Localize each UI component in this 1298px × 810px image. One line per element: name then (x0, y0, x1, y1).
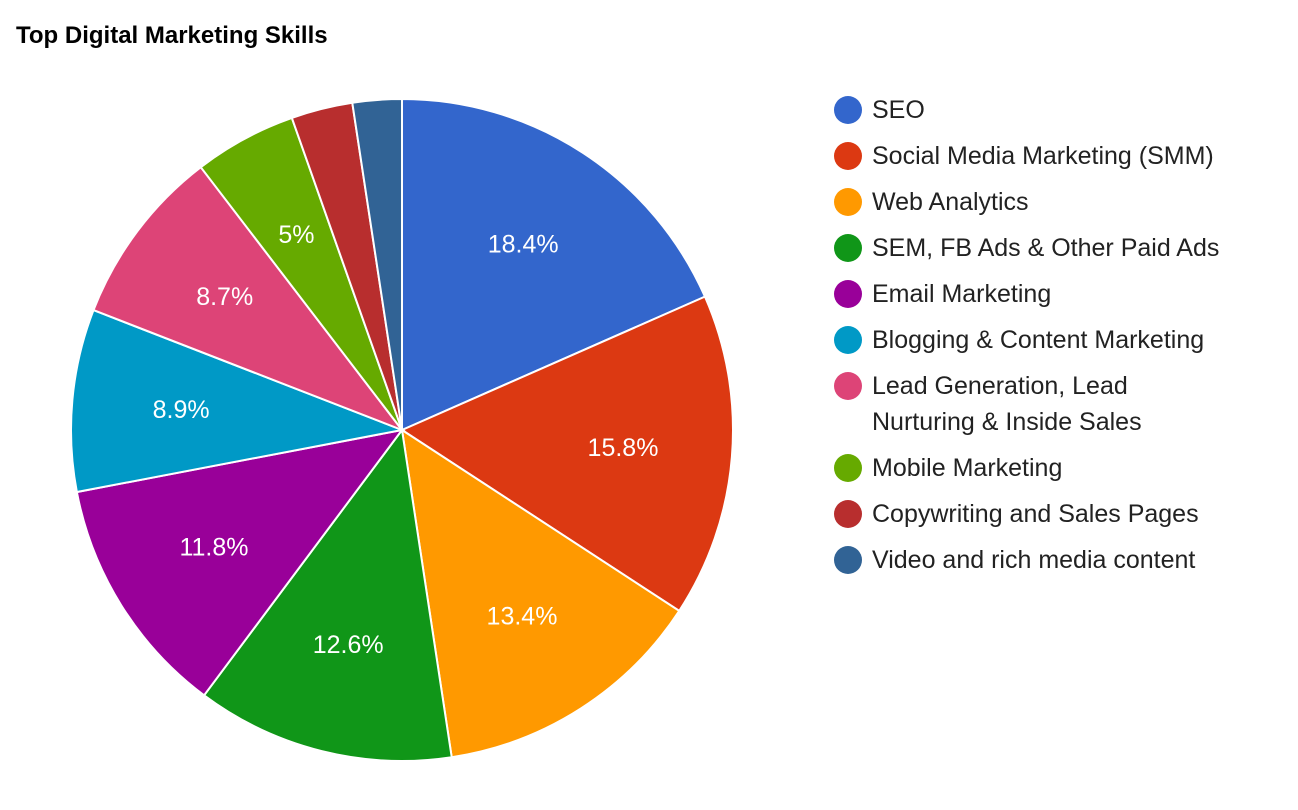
slice-label-seo: 18.4% (488, 230, 559, 258)
legend-label: Lead Generation, Lead (872, 372, 1128, 400)
legend-label: Copywriting and Sales Pages (872, 500, 1199, 528)
pie-slice-labels: 18.4% 15.8% 13.4% 12.6% 11.8% 8.9% 8.7% 5% (153, 221, 659, 659)
pie-slices (70, 97, 734, 762)
slice-label-sem-fb-ads-and-other-paid-ads: 12.6% (313, 631, 384, 659)
slice-label-email-marketing: 11.8% (179, 534, 248, 562)
chart-title: Top Digital Marketing Skills (16, 22, 328, 49)
legend-swatch (834, 326, 862, 354)
legend-swatch (834, 188, 862, 216)
legend-item-lead-generation-lead-nurturing-and-inside-sales[interactable]: Lead Generation, Lead Nurturing & Inside … (834, 372, 1142, 436)
legend-swatch (834, 372, 862, 400)
legend-item-seo[interactable]: SEO (834, 96, 925, 124)
legend-label: SEO (872, 96, 925, 124)
legend-item-sem-fb-ads-and-other-paid-ads[interactable]: SEM, FB Ads & Other Paid Ads (834, 234, 1219, 262)
legend-label: Social Media Marketing (SMM) (872, 142, 1214, 170)
legend-swatch (834, 234, 862, 262)
legend-swatch (834, 96, 862, 124)
slice-label-blogging-and-content-marketing: 8.9% (153, 396, 210, 424)
slice-label-web-analytics: 13.4% (487, 603, 558, 631)
pie-slice-web-analytics[interactable] (400, 427, 681, 759)
legend-item-web-analytics[interactable]: Web Analytics (834, 188, 1029, 216)
slice-label-mobile-marketing: 5% (278, 221, 314, 249)
legend-item-copywriting-and-sales-pages[interactable]: Copywriting and Sales Pages (834, 500, 1199, 528)
pie-slice-video-and-rich-media-content[interactable] (351, 97, 403, 431)
legend-item-email-marketing[interactable]: Email Marketing (834, 280, 1051, 308)
pie-slice-sem-fb-ads-and-other-paid-ads[interactable] (202, 427, 453, 762)
slice-label-lead-generation-lead-nurturing-and-inside-sales: 8.7% (196, 283, 253, 311)
legend-label: SEM, FB Ads & Other Paid Ads (872, 234, 1219, 262)
legend-item-video-and-rich-media-content[interactable]: Video and rich media content (834, 546, 1195, 574)
legend-label: Mobile Marketing (872, 454, 1062, 482)
legend-item-blogging-and-content-marketing[interactable]: Blogging & Content Marketing (834, 326, 1204, 354)
legend-swatch (834, 454, 862, 482)
legend-label: Email Marketing (872, 280, 1051, 308)
pie-slice-social-media-marketing-smm[interactable] (399, 295, 734, 613)
legend-label: Nurturing & Inside Sales (872, 408, 1142, 436)
legend-swatch (834, 500, 862, 528)
legend-label: Web Analytics (872, 188, 1029, 216)
pie-slice-email-marketing[interactable] (75, 428, 405, 697)
legend-item-social-media-marketing-smm[interactable]: Social Media Marketing (SMM) (834, 142, 1214, 170)
legend-item-mobile-marketing[interactable]: Mobile Marketing (834, 454, 1062, 482)
pie-slice-seo[interactable] (401, 97, 707, 432)
legend-swatch (834, 142, 862, 170)
legend-label: Blogging & Content Marketing (872, 326, 1204, 354)
pie-slice-blogging-and-content-marketing[interactable] (70, 308, 406, 494)
pie-slice-lead-generation-lead-nurturing-and-inside-sales[interactable] (92, 165, 405, 433)
legend-label: Video and rich media content (872, 546, 1195, 574)
legend-swatch (834, 280, 862, 308)
legend-swatch (834, 546, 862, 574)
chart-legend: SEO Social Media Marketing (SMM) Web Analy… (834, 96, 1219, 574)
slice-label-social-media-marketing-smm: 15.8% (588, 434, 659, 462)
